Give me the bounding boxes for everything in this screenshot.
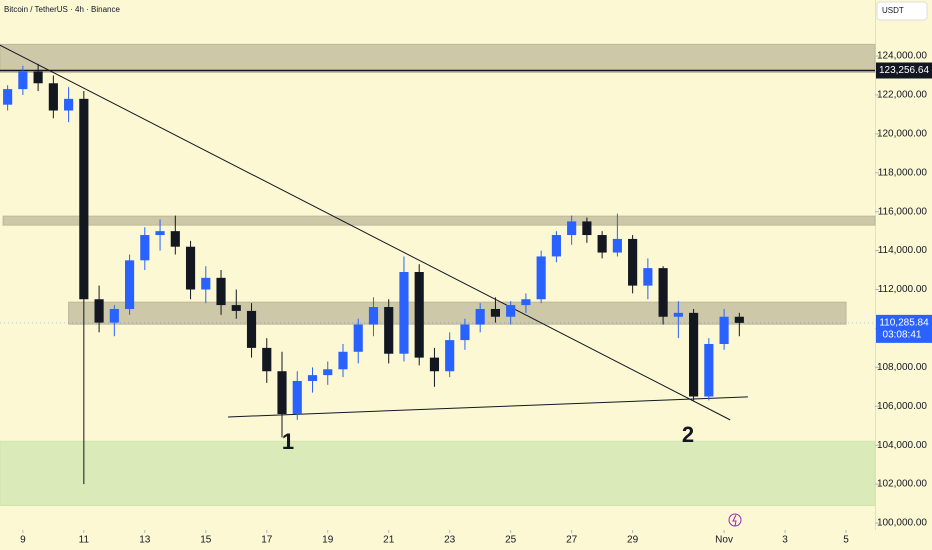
candle-body [704, 343, 714, 397]
candle-body [33, 71, 43, 84]
x-tick-label: 15 [200, 535, 212, 546]
event-icon [732, 514, 737, 527]
candle-body [64, 98, 74, 111]
x-tick-label: 21 [383, 535, 395, 546]
candle-body [18, 71, 28, 90]
x-tick-label: 5 [843, 535, 849, 546]
candle-body [216, 277, 226, 306]
candle-body [536, 256, 546, 300]
y-tick-label: 102,000.00 [877, 479, 927, 490]
candle-body [384, 307, 394, 354]
candle-body [582, 221, 592, 236]
candle-body [338, 351, 348, 370]
x-tick-label: Nov [715, 535, 733, 546]
candle-body [368, 307, 379, 325]
candle-body [506, 305, 516, 317]
candle-body [277, 371, 287, 415]
y-tick-label: 114,000.00 [878, 245, 928, 256]
candle-body [201, 277, 211, 290]
candle-body [399, 272, 409, 354]
candle-body [689, 312, 699, 397]
annotation: 2 [682, 422, 694, 447]
candle-body [323, 369, 333, 376]
candle-body [246, 310, 257, 348]
y-tick-label: 118,000.00 [878, 167, 928, 178]
candle-body [292, 380, 302, 415]
zone [68, 301, 847, 325]
candle-body [460, 324, 470, 341]
price-tag-label: 123,256.64 [879, 65, 929, 76]
candle-body [353, 324, 363, 352]
candle-body [734, 316, 744, 323]
x-tick-label: 3 [782, 535, 788, 546]
candle-body [628, 238, 638, 286]
y-tick-label: 112,000.00 [878, 284, 928, 295]
candle-body [109, 308, 119, 323]
candle-body [551, 235, 561, 257]
candle-body [612, 238, 622, 253]
candle-body [3, 89, 13, 105]
chart-title: Bitcoin / TetherUS · 4h · Binance [4, 5, 120, 14]
y-tick-label: 122,000.00 [877, 90, 927, 101]
y-tick-label: 116,000.00 [878, 206, 928, 217]
candle-body [597, 235, 607, 253]
x-tick-label: 27 [566, 535, 578, 546]
zone [0, 440, 876, 506]
candle-body [429, 357, 440, 372]
candle-body [475, 308, 485, 325]
candle-body [414, 272, 424, 358]
candle-body [94, 299, 104, 323]
trend-line [0, 44, 731, 421]
x-tick-label: 19 [322, 535, 334, 546]
x-tick-label: 9 [20, 535, 26, 546]
y-tick-label: 106,000.00 [877, 401, 927, 412]
x-tick-label: 23 [444, 535, 456, 546]
countdown: 03:08:41 [883, 330, 922, 341]
candle-body [155, 231, 165, 236]
x-tick-label: 17 [261, 535, 273, 546]
x-tick-label: 25 [505, 535, 517, 546]
candle-body [48, 83, 58, 111]
candle-body [521, 299, 531, 306]
x-tick-label: 13 [139, 535, 151, 546]
y-tick-label: 100,000.00 [877, 518, 927, 529]
candle-body [719, 316, 729, 344]
zone [0, 43, 876, 73]
x-tick-label: 11 [79, 535, 90, 546]
annotation: 1 [282, 429, 294, 454]
last-price-tag [876, 314, 932, 343]
candle-body [231, 305, 241, 311]
candle-body [445, 340, 455, 372]
currency-box [876, 1, 928, 21]
y-tick-label: 104,000.00 [877, 440, 927, 451]
candle-body [170, 231, 180, 247]
candle-body [185, 246, 196, 290]
trend-line [228, 396, 748, 418]
candle-body [673, 312, 683, 317]
candle-body [307, 375, 318, 381]
candle-body [643, 268, 653, 286]
price-tag [876, 62, 932, 79]
y-tick-label: 108,000.00 [877, 362, 927, 373]
last-price-label: 110,285.84 [879, 318, 929, 329]
candle-body [140, 235, 150, 261]
candle-body [262, 347, 272, 372]
candle-body [658, 268, 668, 317]
x-tick-label: 29 [627, 535, 639, 546]
y-tick-label: 120,000.00 [877, 129, 927, 140]
candle-body [567, 221, 577, 236]
candle-body [79, 98, 89, 300]
y-tick-label: 124,000.00 [877, 51, 927, 62]
candle-body [125, 260, 135, 309]
currency: USDT [882, 6, 904, 15]
candle-body [490, 308, 500, 317]
zone [2, 215, 876, 226]
